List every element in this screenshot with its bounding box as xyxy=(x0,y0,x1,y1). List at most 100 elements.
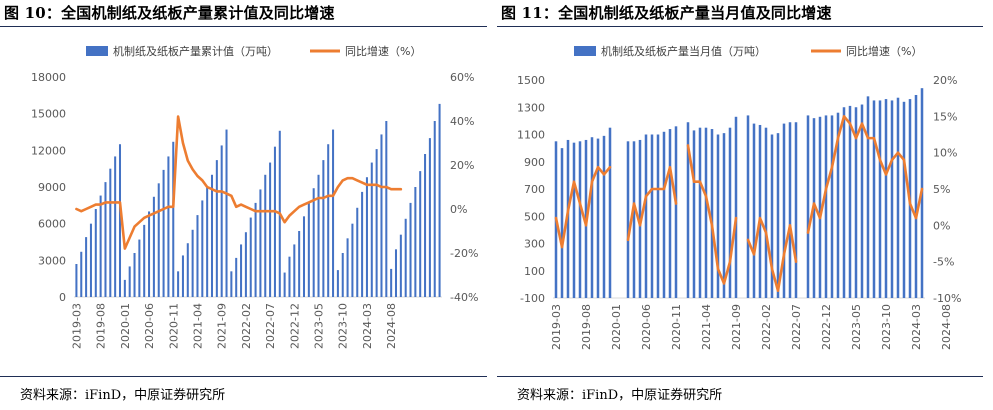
figure-title: 图 10：全国机制纸及纸板产量累计值及同比增速 xyxy=(4,4,335,22)
bar xyxy=(191,229,194,297)
bar xyxy=(704,127,708,298)
x-tick-label: 2020-01 xyxy=(610,304,623,350)
bar xyxy=(244,232,247,297)
bar xyxy=(288,256,291,297)
bar xyxy=(399,234,402,297)
bar xyxy=(201,200,204,297)
x-tick-label: 2019-03 xyxy=(70,303,83,349)
bar xyxy=(152,196,155,297)
bar xyxy=(128,266,131,297)
bar xyxy=(728,127,732,298)
bar xyxy=(914,94,918,299)
bar xyxy=(902,101,906,298)
source-note: 资料来源：iFinD，中原证券研究所 xyxy=(20,388,226,403)
y-left-tick-label: 1300 xyxy=(517,101,545,114)
bar xyxy=(293,244,296,297)
bar xyxy=(273,146,276,297)
y-left-tick-label: 700 xyxy=(524,183,545,196)
y-right-tick-label: 40% xyxy=(450,115,474,128)
x-tick-label: 2020-11 xyxy=(670,304,683,350)
y-right-tick-label: 60% xyxy=(450,71,474,84)
y-left-tick-label: 1500 xyxy=(517,74,545,87)
bar xyxy=(259,189,262,297)
bar xyxy=(89,223,92,297)
bar xyxy=(428,138,431,297)
bar xyxy=(177,271,180,297)
bar xyxy=(302,216,306,297)
x-tick-label: 2024-08 xyxy=(940,304,953,350)
bar xyxy=(225,129,228,297)
bar xyxy=(356,207,359,297)
y-left-tick-label: 18000 xyxy=(31,71,66,84)
x-tick-label: 2019-03 xyxy=(550,304,563,350)
bar xyxy=(414,187,417,297)
bar xyxy=(650,134,654,298)
growth-line xyxy=(686,144,738,285)
bar xyxy=(836,112,840,298)
bar xyxy=(148,211,151,297)
bar xyxy=(390,268,393,297)
x-tick-label: 2022-02 xyxy=(240,303,253,349)
bar xyxy=(114,156,117,297)
bar xyxy=(143,224,146,297)
growth-line xyxy=(626,165,678,242)
bar xyxy=(332,129,335,297)
y-right-tick-label: 5% xyxy=(933,183,950,196)
x-tick-label: 2021-09 xyxy=(730,304,743,350)
y-right-tick-label: 20% xyxy=(933,74,957,87)
y-right-tick-label: -10% xyxy=(933,292,961,305)
bar xyxy=(632,141,636,298)
figure-title: 图 11：全国机制纸及纸板产量当月值及同比增速 xyxy=(501,4,832,22)
x-tick-label: 2019-08 xyxy=(580,304,593,350)
y-right-tick-label: 10% xyxy=(933,147,957,160)
x-tick-label: 2023-05 xyxy=(313,303,326,349)
bar xyxy=(94,209,97,297)
bar xyxy=(764,127,768,298)
y-left-tick-label: 3000 xyxy=(38,254,66,267)
bar xyxy=(890,100,894,298)
y-right-tick-label: 20% xyxy=(450,159,474,172)
bar xyxy=(249,217,252,297)
bar xyxy=(818,116,822,298)
bar xyxy=(394,249,398,297)
bar xyxy=(380,134,383,297)
bar xyxy=(341,253,344,297)
bar xyxy=(220,145,223,297)
bar xyxy=(746,115,750,298)
bar xyxy=(752,123,756,298)
bar xyxy=(608,127,612,298)
growth-line xyxy=(75,115,403,250)
bar xyxy=(710,129,714,298)
bar xyxy=(596,138,600,298)
x-tick-label: 2023-10 xyxy=(880,304,893,350)
legend-line-label: 同比增速（%） xyxy=(345,44,421,58)
bar xyxy=(157,183,160,297)
bar xyxy=(878,100,882,298)
x-tick-label: 2019-08 xyxy=(95,303,108,349)
legend-bar-label: 机制纸及纸板产量累计值（万吨） xyxy=(113,44,278,58)
bar xyxy=(674,126,678,298)
growth-line xyxy=(746,216,798,293)
bar xyxy=(138,239,141,297)
x-tick-label: 2022-07 xyxy=(264,303,277,349)
bar xyxy=(644,134,648,298)
bar xyxy=(298,231,301,297)
legend-bar-swatch xyxy=(574,46,596,56)
bar xyxy=(109,168,112,297)
bar xyxy=(419,171,422,297)
y-left-tick-label: 0 xyxy=(59,291,66,304)
bar xyxy=(230,271,233,297)
bar xyxy=(254,202,257,297)
cumulative-output-chart: 0 3000 6000 9000 12000 15000 18000 -40% -20% 0% 20… xyxy=(31,44,478,349)
bar xyxy=(824,115,828,298)
bar xyxy=(668,129,672,298)
y-right-tick-label: 15% xyxy=(933,110,957,123)
x-tick-label: 2021-09 xyxy=(216,303,229,349)
x-tick-label: 2022-12 xyxy=(820,304,833,350)
y-right-tick-label: 0% xyxy=(450,203,467,216)
bar xyxy=(602,135,606,298)
bar xyxy=(172,141,175,297)
bar xyxy=(566,139,570,298)
y-left-tick-label: 6000 xyxy=(38,218,66,231)
bar xyxy=(167,156,170,297)
